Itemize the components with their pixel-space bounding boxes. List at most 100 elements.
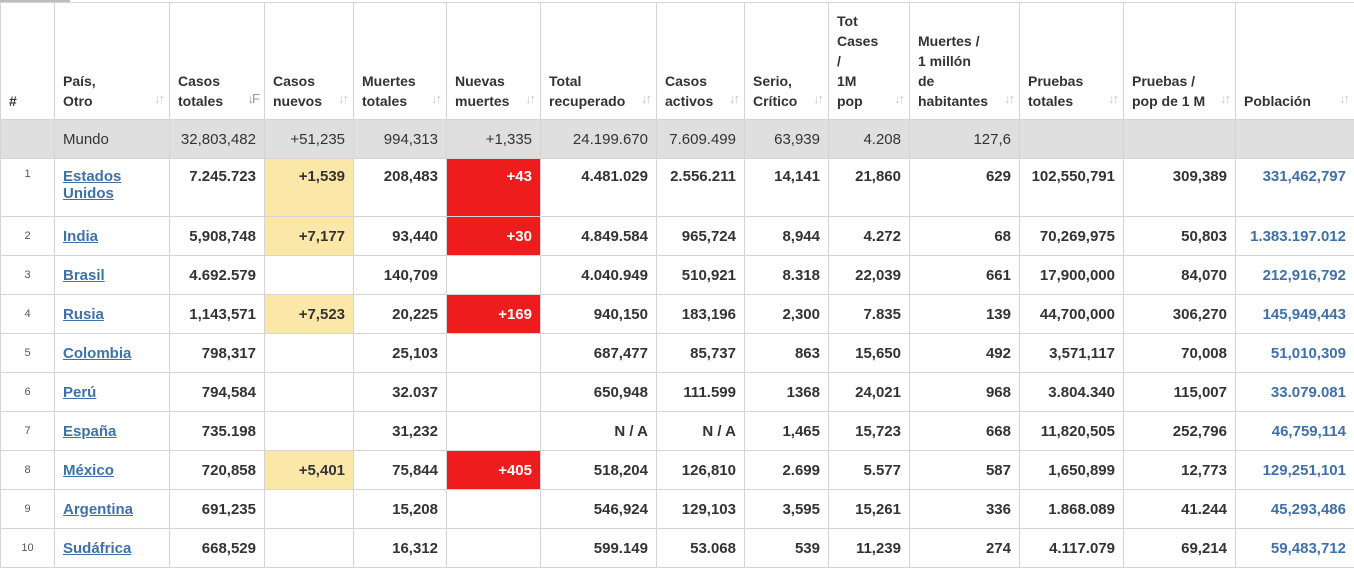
country-link[interactable]: Estados Unidos bbox=[63, 168, 122, 202]
total-cases-cell: 5,908,748 bbox=[169, 216, 265, 256]
cases-per-1m-cell: 21,860 bbox=[828, 158, 910, 217]
world-total-deaths-cell: 994,313 bbox=[353, 119, 447, 159]
sort-icon[interactable]: ↓↑ bbox=[641, 91, 652, 106]
column-header-11[interactable]: Pruebas totales ↓↑ bbox=[1019, 2, 1124, 120]
column-header-line: totales bbox=[1028, 93, 1074, 109]
column-header-1[interactable]: País, Otro ↓↑ bbox=[54, 2, 170, 120]
rank-cell: 1 bbox=[0, 158, 55, 217]
country-cell: Sudáfrica bbox=[54, 528, 170, 568]
column-header-line: recuperado bbox=[549, 93, 626, 109]
country-link[interactable]: Brasil bbox=[63, 266, 105, 284]
country-link[interactable]: España bbox=[63, 422, 117, 440]
column-header-label: Casos nuevos bbox=[273, 71, 346, 111]
tests-per-1m-cell: 70,008 bbox=[1123, 333, 1236, 373]
table-row: 1 Estados Unidos 7.245.723 +1,539 208,483 +43… bbox=[0, 158, 1354, 217]
country-cell: India bbox=[54, 216, 170, 256]
sort-icon[interactable]: ↓↑ bbox=[525, 91, 536, 106]
sort-icon[interactable]: ↓↑ bbox=[1339, 91, 1350, 106]
population-cell: 33.079.081 bbox=[1235, 372, 1354, 412]
column-header-7[interactable]: Casos activos ↓↑ bbox=[656, 2, 745, 120]
country-cell: Brasil bbox=[54, 255, 170, 295]
sort-icon[interactable]: ↓↑ bbox=[431, 91, 442, 106]
total-cases-cell: 794,584 bbox=[169, 372, 265, 412]
sort-icon[interactable]: ↓↑ bbox=[338, 91, 349, 106]
total-tests-cell: 70,269,975 bbox=[1019, 216, 1124, 256]
total-cases-cell: 735.198 bbox=[169, 411, 265, 451]
country-link[interactable]: Perú bbox=[63, 383, 97, 401]
sort-icon[interactable]: ↓↑ bbox=[813, 91, 824, 106]
column-header-line: Casos bbox=[178, 73, 221, 89]
serious-critical-cell: 539 bbox=[744, 528, 829, 568]
sort-icon[interactable]: ↓↑ bbox=[154, 91, 165, 106]
column-header-line: 1M bbox=[837, 73, 857, 89]
country-link[interactable]: Rusia bbox=[63, 305, 104, 323]
country-link[interactable]: Argentina bbox=[63, 500, 134, 518]
sort-icon[interactable]: ↓↑ bbox=[1220, 91, 1231, 106]
country-link[interactable]: Sudáfrica bbox=[63, 539, 132, 557]
rank-cell: 6 bbox=[0, 372, 55, 412]
deaths-per-1m-cell: 139 bbox=[909, 294, 1020, 334]
column-header-9[interactable]: Tot Cases / 1M pop ↓↑ bbox=[828, 2, 910, 120]
cases-per-1m-cell: 15,261 bbox=[828, 489, 910, 529]
rank-cell: 3 bbox=[0, 255, 55, 295]
sort-icon[interactable]: ↓↑ bbox=[1108, 91, 1119, 106]
cases-per-1m-cell: 24,021 bbox=[828, 372, 910, 412]
column-header-line: activos bbox=[665, 93, 714, 109]
new-cases-cell bbox=[264, 528, 354, 568]
country-link[interactable]: Colombia bbox=[63, 344, 132, 362]
new-cases-cell bbox=[264, 255, 354, 295]
total-deaths-cell: 32.037 bbox=[353, 372, 447, 412]
total-deaths-cell: 20,225 bbox=[353, 294, 447, 334]
world-population-cell bbox=[1235, 119, 1354, 159]
deaths-per-1m-cell: 668 bbox=[909, 411, 1020, 451]
column-header-line: de bbox=[918, 73, 935, 89]
column-header-4[interactable]: Muertes totales ↓↑ bbox=[353, 2, 447, 120]
sort-icon[interactable]: ↓↑ bbox=[729, 91, 740, 106]
column-header-line: totales bbox=[178, 93, 224, 109]
deaths-per-1m-cell: 68 bbox=[909, 216, 1020, 256]
cases-per-1m-cell: 7.835 bbox=[828, 294, 910, 334]
world-new-deaths-cell: +1,335 bbox=[446, 119, 541, 159]
total-tests-cell: 1,650,899 bbox=[1019, 450, 1124, 490]
new-cases-cell bbox=[264, 489, 354, 529]
country-cell: Perú bbox=[54, 372, 170, 412]
column-header-10[interactable]: Muertes / 1 millón de habitantes ↓↑ bbox=[909, 2, 1020, 120]
column-header-2[interactable]: Casos totales ↓F bbox=[169, 2, 265, 120]
active-cases-cell: 111.599 bbox=[656, 372, 745, 412]
column-header-6[interactable]: Total recuperado ↓↑ bbox=[540, 2, 657, 120]
total-tests-cell: 1.868.089 bbox=[1019, 489, 1124, 529]
column-header-line: País, bbox=[63, 73, 96, 89]
table-header-row: # País, Otro ↓↑ Casos totales ↓F Casos nuevos ↓↑ M… bbox=[0, 2, 1354, 120]
rank-cell: 7 bbox=[0, 411, 55, 451]
tests-per-1m-cell: 309,389 bbox=[1123, 158, 1236, 217]
rank-cell: 10 bbox=[0, 528, 55, 568]
table-row: 6 Perú 794,584 32.037 650,948 111.599 1368 24,0… bbox=[0, 372, 1354, 412]
column-header-12[interactable]: Pruebas / pop de 1 M ↓↑ bbox=[1123, 2, 1236, 120]
table-row: 4 Rusia 1,143,571 +7,523 20,225 +169 940,150 18… bbox=[0, 294, 1354, 334]
new-deaths-cell: +169 bbox=[446, 294, 541, 334]
serious-critical-cell: 2,300 bbox=[744, 294, 829, 334]
column-header-5[interactable]: Nuevas muertes ↓↑ bbox=[446, 2, 541, 120]
column-header-line: Cases bbox=[837, 33, 879, 49]
new-cases-cell: +7,177 bbox=[264, 216, 354, 256]
sort-icon[interactable]: ↓↑ bbox=[1004, 91, 1015, 106]
country-link[interactable]: México bbox=[63, 461, 114, 479]
column-header-line: / bbox=[837, 53, 841, 69]
total-tests-cell: 3,571,117 bbox=[1019, 333, 1124, 373]
sort-icon[interactable]: ↓F bbox=[247, 91, 261, 106]
new-deaths-cell bbox=[446, 528, 541, 568]
column-header-8[interactable]: Serio, Crítico ↓↑ bbox=[744, 2, 829, 120]
total-recovered-cell: 4.040.949 bbox=[540, 255, 657, 295]
serious-critical-cell: 863 bbox=[744, 333, 829, 373]
country-cell: Argentina bbox=[54, 489, 170, 529]
sort-icon[interactable]: ↓↑ bbox=[894, 91, 905, 106]
country-link[interactable]: India bbox=[63, 227, 99, 245]
column-header-3[interactable]: Casos nuevos ↓↑ bbox=[264, 2, 354, 120]
total-recovered-cell: 599.149 bbox=[540, 528, 657, 568]
rank-cell: 4 bbox=[0, 294, 55, 334]
total-cases-cell: 691,235 bbox=[169, 489, 265, 529]
tests-per-1m-cell: 115,007 bbox=[1123, 372, 1236, 412]
deaths-per-1m-cell: 587 bbox=[909, 450, 1020, 490]
column-header-13[interactable]: Población ↓↑ bbox=[1235, 2, 1354, 120]
